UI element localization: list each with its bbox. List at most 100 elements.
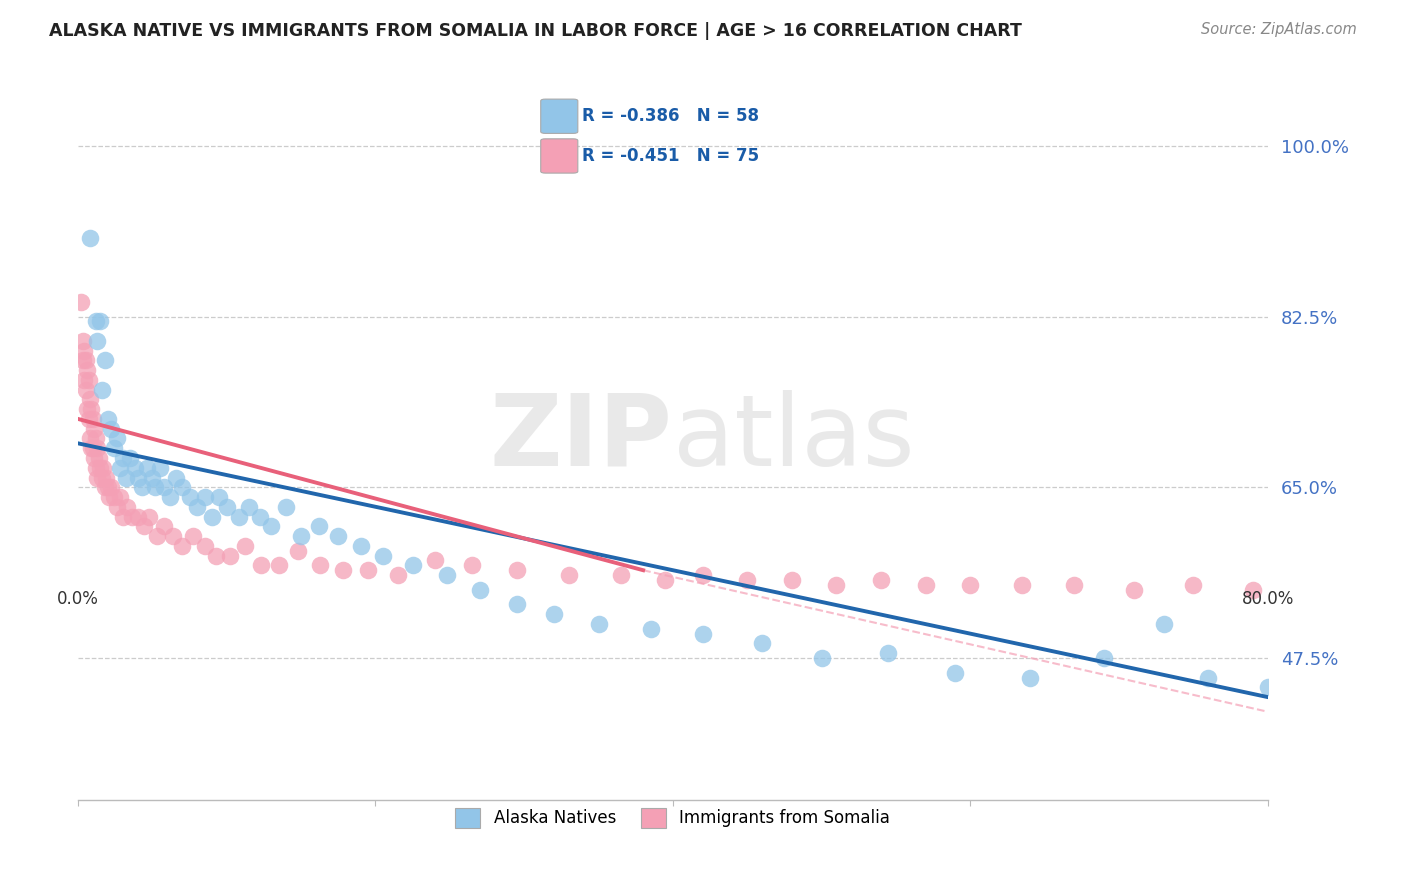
Point: [97, 412, 120, 426]
Point: [1063, 578, 1085, 592]
Point: [558, 568, 581, 582]
Point: [402, 558, 425, 573]
Text: ALASKA NATIVE VS IMMIGRANTS FROM SOMALIA IN LABOR FORCE | AGE > 16 CORRELATION C: ALASKA NATIVE VS IMMIGRANTS FROM SOMALIA…: [49, 22, 1022, 40]
Point: [1092, 651, 1115, 665]
Point: [70, 294, 93, 309]
Point: [276, 500, 298, 514]
Point: [72, 334, 94, 348]
Point: [780, 573, 803, 587]
Point: [86, 470, 108, 484]
Point: [111, 450, 134, 465]
Point: [1018, 671, 1040, 685]
Point: [250, 558, 273, 573]
Point: [87, 450, 110, 465]
Point: [141, 470, 163, 484]
Point: [287, 543, 309, 558]
Point: [506, 598, 529, 612]
Point: [543, 607, 565, 621]
Point: [233, 539, 256, 553]
Point: [82, 442, 104, 456]
Point: [162, 529, 184, 543]
Point: [1153, 616, 1175, 631]
Point: [328, 529, 350, 543]
Point: [654, 573, 676, 587]
Point: [89, 460, 111, 475]
Point: [218, 549, 240, 563]
Point: [228, 509, 250, 524]
Point: [80, 442, 103, 456]
Point: [249, 509, 271, 524]
Point: [468, 582, 491, 597]
Point: [94, 353, 117, 368]
Point: [127, 509, 149, 524]
Point: [105, 432, 128, 446]
Point: [1241, 582, 1264, 597]
Point: [84, 432, 107, 446]
Point: [132, 519, 155, 533]
Point: [103, 490, 125, 504]
Point: [588, 616, 610, 631]
Point: [79, 231, 101, 245]
Point: [94, 480, 117, 494]
Point: [267, 558, 290, 573]
Point: [86, 334, 108, 348]
Point: [640, 622, 662, 636]
Point: [387, 568, 409, 582]
Point: [186, 500, 208, 514]
Point: [83, 450, 105, 465]
Point: [349, 539, 371, 553]
Point: [877, 646, 900, 660]
Point: [692, 568, 714, 582]
Point: [103, 442, 125, 456]
Point: [75, 353, 97, 368]
Point: [124, 460, 146, 475]
Point: [357, 563, 380, 577]
Point: [89, 314, 111, 328]
Point: [120, 450, 142, 465]
Point: [75, 383, 97, 397]
Point: [72, 353, 94, 368]
Point: [735, 573, 758, 587]
Point: [114, 470, 136, 484]
Point: [238, 500, 260, 514]
Point: [959, 578, 981, 592]
Point: [193, 490, 215, 504]
Point: [131, 480, 153, 494]
Point: [115, 500, 138, 514]
Point: [172, 480, 194, 494]
Point: [77, 373, 100, 387]
Point: [172, 539, 194, 553]
Point: [179, 490, 201, 504]
Point: [73, 373, 96, 387]
Point: [153, 480, 176, 494]
Text: ZIP: ZIP: [491, 390, 673, 487]
Point: [260, 519, 283, 533]
Point: [208, 490, 231, 504]
Point: [77, 412, 100, 426]
Point: [84, 314, 107, 328]
Point: [105, 500, 128, 514]
Point: [945, 665, 967, 680]
Point: [751, 636, 773, 650]
Point: [308, 519, 330, 533]
Point: [181, 529, 204, 543]
Point: [127, 470, 149, 484]
Point: [1197, 671, 1219, 685]
Point: [73, 343, 96, 358]
Text: atlas: atlas: [673, 390, 914, 487]
Point: [83, 422, 105, 436]
Point: [90, 470, 112, 484]
Point: [76, 363, 98, 377]
Point: [205, 549, 228, 563]
Point: [86, 442, 108, 456]
Point: [146, 529, 169, 543]
Point: [436, 568, 458, 582]
Point: [825, 578, 848, 592]
Point: [100, 422, 122, 436]
Point: [149, 460, 172, 475]
Point: [111, 509, 134, 524]
Point: [79, 392, 101, 407]
Point: [97, 480, 120, 494]
Point: [610, 568, 633, 582]
Point: [96, 470, 118, 484]
